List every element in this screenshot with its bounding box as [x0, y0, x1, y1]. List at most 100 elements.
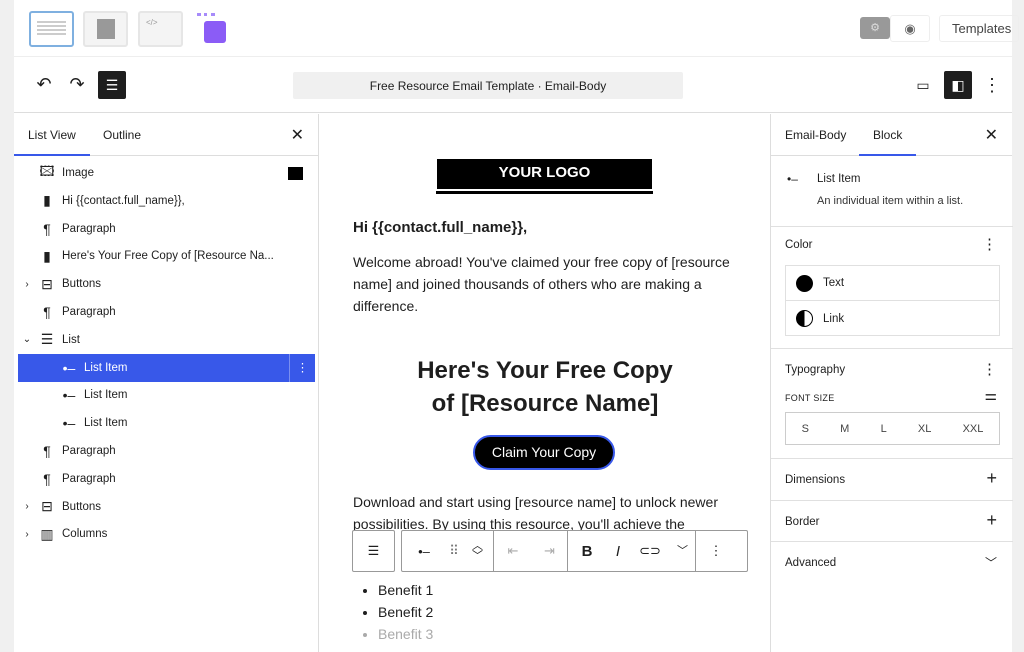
claim-button[interactable]: Claim Your Copy — [473, 435, 615, 470]
block-options-icon[interactable]: ⋮ — [709, 543, 723, 558]
row-label: Paragraph — [62, 472, 116, 485]
logo-image[interactable]: YOUR LOGO — [437, 159, 652, 189]
thumbnail-note[interactable] — [83, 11, 128, 47]
tab-email-body[interactable]: Email-Body — [785, 128, 847, 142]
close-icon[interactable]: ✕ — [290, 127, 304, 144]
list-view-row[interactable]: 🖾 Image — [18, 159, 315, 187]
italic-icon[interactable]: I — [615, 542, 621, 560]
row-label: Paragraph — [62, 222, 116, 235]
dimensions-title[interactable]: Dimensions — [785, 474, 846, 486]
thumbnail-code[interactable]: </> — [138, 11, 183, 47]
expand-chevron-icon[interactable]: › — [25, 528, 29, 540]
link-icon[interactable]: ⊂⊃ — [639, 543, 661, 558]
expand-chevron-icon[interactable]: › — [25, 501, 29, 513]
paragraph-icon: ¶ — [43, 470, 51, 487]
color-link-item[interactable]: Link — [786, 301, 999, 336]
editor-toolbar: ↶ ↷ ☰ ▭ ◧ ⋮ — [14, 57, 1012, 113]
list-view-row[interactable]: ▮ Here's Your Free Copy of [Resource Na..… — [18, 242, 315, 270]
color-title: Color — [785, 239, 813, 251]
list-view-row[interactable]: ⌄ ☰ List — [18, 326, 315, 354]
more-options-icon[interactable]: ⋮ — [983, 74, 1001, 95]
drag-handle-icon[interactable]: ⠿ — [449, 543, 459, 558]
list-view-row[interactable]: ¶ Paragraph — [18, 465, 315, 493]
list-item[interactable]: Benefit 1 — [378, 579, 433, 601]
plus-icon[interactable]: + — [986, 468, 997, 488]
block-description: An individual item within a list. — [817, 195, 964, 207]
list-view-panel: List View Outline ✕ 🖾 Image ▮ Hi {{contact.… — [14, 114, 319, 652]
heading[interactable]: Here's Your Free Copy of [Resource Name] — [417, 357, 673, 417]
email-canvas: YOUR LOGO Hi {{contact.full_name}}, Welc… — [320, 114, 770, 652]
more-formatting-chevron-down-icon[interactable]: ﹀ — [670, 531, 696, 571]
advanced-title[interactable]: Advanced — [785, 557, 837, 569]
block-name: List Item — [817, 173, 861, 185]
color-text-item[interactable]: Text — [786, 266, 999, 301]
block-parent-button[interactable]: ☰ — [352, 530, 395, 572]
font-size-option[interactable]: XXL — [962, 422, 984, 435]
list-item[interactable]: Benefit 3 — [378, 623, 433, 645]
expand-chevron-icon[interactable]: › — [25, 278, 29, 290]
intro-paragraph[interactable]: Welcome abroad! You've claimed your free… — [353, 254, 730, 314]
scrollbar[interactable] — [1012, 0, 1024, 652]
font-size-option[interactable]: M — [840, 422, 850, 435]
bold-icon[interactable]: B — [581, 542, 593, 560]
greeting[interactable]: Hi {{contact.full_name}}, — [353, 219, 528, 236]
tab-outline[interactable]: Outline — [103, 128, 142, 142]
paragraph-icon: ¶ — [43, 220, 51, 237]
row-label: Hi {{contact.full_name}}, — [62, 194, 185, 207]
list-item-icon: •– — [787, 172, 798, 186]
row-label: List Item — [84, 389, 128, 402]
row-label: Image — [62, 167, 94, 179]
plus-icon[interactable]: + — [986, 510, 997, 530]
font-size-option[interactable]: S — [801, 422, 809, 435]
desktop-preview-icon[interactable]: ▭ — [916, 76, 930, 93]
tab-block[interactable]: Block — [858, 128, 917, 156]
list-view-row[interactable]: › ▥ Columns — [18, 520, 315, 548]
settings-icon[interactable]: ⚙ — [860, 17, 890, 39]
template-bar: </> ⚙ ◉ Templates — [14, 0, 1019, 57]
typography-title: Typography — [785, 364, 846, 376]
outdent-icon[interactable]: ⇤ — [507, 543, 519, 558]
indent-icon[interactable]: ⇥ — [532, 531, 568, 571]
list-view-row[interactable]: › ⊟ Buttons — [18, 270, 315, 298]
font-size-option[interactable]: L — [880, 422, 887, 435]
plugin-icon[interactable] — [197, 13, 227, 43]
row-label: Paragraph — [62, 445, 116, 457]
border-title[interactable]: Border — [785, 516, 820, 528]
font-size-label: FONT SIZE — [785, 393, 835, 403]
document-title[interactable]: Free Resource Email Template · Email-Bod… — [293, 72, 683, 99]
thumbnail-layout[interactable] — [29, 11, 74, 47]
download-paragraph[interactable]: Download and start using [resource name]… — [353, 494, 718, 532]
list-view-row[interactable]: •– List Item ⋮ — [18, 353, 315, 382]
color-swatch — [796, 274, 813, 292]
list-view-row[interactable]: ¶ Paragraph — [18, 215, 315, 243]
font-size-option[interactable]: XL — [917, 422, 932, 435]
typography-options-icon[interactable]: ⋮ — [982, 361, 997, 378]
templates-button[interactable]: Templates — [939, 15, 1019, 42]
list-view-row[interactable]: ▮ Hi {{contact.full_name}}, — [18, 187, 315, 215]
row-options-icon[interactable]: ⋮ — [289, 353, 315, 382]
list-view-row[interactable]: •– List Item — [18, 409, 315, 437]
preview-eye-icon[interactable]: ◉ — [890, 15, 930, 42]
tab-list-view[interactable]: List View — [14, 128, 90, 156]
list-item-icon[interactable]: •– — [418, 543, 430, 559]
row-label: List — [62, 333, 80, 346]
list-view-row[interactable]: › ⊟ Buttons — [18, 493, 315, 521]
expand-chevron-icon[interactable]: ⌄ — [22, 334, 32, 346]
row-label: Columns — [62, 528, 108, 541]
redo-icon[interactable]: ↷ — [69, 73, 85, 94]
list-view-row[interactable]: ¶ Paragraph — [18, 298, 315, 326]
list-view-row[interactable]: •– List Item — [18, 381, 315, 409]
list-view-row[interactable]: ¶ Paragraph — [18, 437, 315, 465]
list-item[interactable]: Benefit 2 — [378, 601, 433, 623]
chevron-down-icon[interactable]: ﹀ — [984, 556, 997, 570]
settings-sidebar-icon[interactable]: ◧ — [944, 71, 972, 99]
custom-size-sliders-icon[interactable]: ⚌ — [984, 387, 997, 403]
bookmark-icon: ▮ — [43, 247, 51, 264]
color-options-icon[interactable]: ⋮ — [982, 236, 997, 253]
close-icon[interactable]: ✕ — [984, 127, 998, 144]
color-swatch — [796, 310, 813, 327]
list-view-toggle-icon[interactable]: ☰ — [98, 71, 126, 99]
move-up-down-icon[interactable]: ︿ ﹀ — [462, 531, 494, 571]
undo-icon[interactable]: ↶ — [36, 73, 52, 94]
bookmark-icon: ▮ — [43, 192, 51, 209]
